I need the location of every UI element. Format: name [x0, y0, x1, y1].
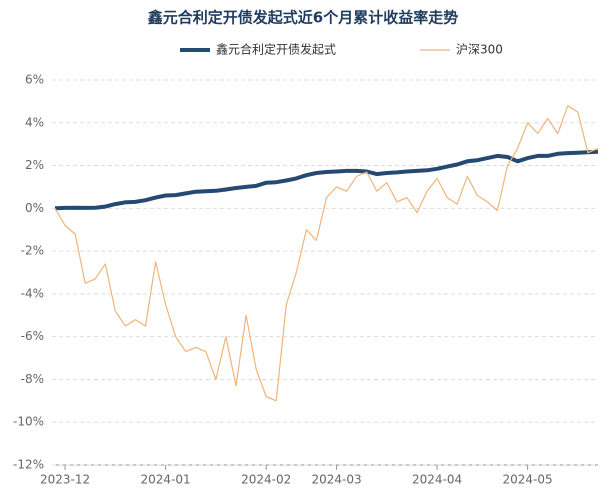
- x-tick-label: 2024-02: [241, 473, 291, 487]
- y-tick-label: -6%: [21, 329, 44, 343]
- y-tick-label: -4%: [21, 286, 44, 300]
- y-tick-label: 0%: [25, 201, 44, 215]
- y-tick-label: -12%: [13, 458, 44, 472]
- y-tick-label: -8%: [21, 372, 44, 386]
- x-tick-label: 2024-04: [412, 473, 462, 487]
- series-line: [54, 105, 599, 402]
- legend-label: 鑫元合利定开债发起式: [216, 42, 336, 57]
- x-tick-label: 2024-01: [141, 473, 191, 487]
- y-tick-label: 4%: [25, 115, 44, 129]
- x-tick-label: 2024-03: [311, 473, 361, 487]
- y-tick-label: -2%: [21, 244, 44, 258]
- y-tick-label: 2%: [25, 158, 44, 172]
- series-line: [54, 149, 599, 211]
- x-tick-label: 2024-05: [503, 473, 553, 487]
- y-tick-label: -10%: [13, 415, 44, 429]
- x-tick-label: 2023-12: [40, 473, 90, 487]
- legend-label: 沪深300: [456, 43, 503, 57]
- y-tick-label: 6%: [25, 73, 44, 87]
- chart-title: 鑫元合利定开债发起式近6个月累计收益率走势: [147, 9, 458, 27]
